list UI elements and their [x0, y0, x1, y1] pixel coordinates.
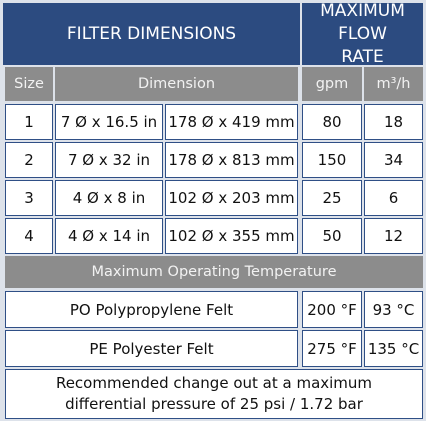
flow-title: MAXIMUM FLOW RATE: [302, 1, 423, 67]
table-cell: 102 Ø x 355 mm: [165, 218, 298, 254]
table-cell: 6: [364, 180, 423, 216]
temperature-cell: 200 °F: [302, 291, 362, 328]
temperature-cell: PE Polyester Felt: [5, 330, 298, 367]
column-header: gpm: [302, 67, 362, 101]
table-cell: 3: [5, 180, 53, 216]
temperature-cell: 275 °F: [302, 330, 362, 367]
table-cell: 1: [5, 104, 53, 140]
table-cell: 2: [5, 142, 53, 178]
table-cell: 50: [302, 218, 362, 254]
column-header: Dimension: [55, 67, 298, 101]
table-cell: 4: [5, 218, 53, 254]
column-header: m³/h: [364, 67, 423, 101]
table-cell: 25: [302, 180, 362, 216]
table-cell: 178 Ø x 813 mm: [165, 142, 298, 178]
footnote: Recommended change out at a maximum diff…: [5, 369, 423, 419]
column-header: Size: [5, 67, 53, 101]
header-title: FILTER DIMENSIONS: [3, 3, 300, 65]
table-cell: 80: [302, 104, 362, 140]
table-cell: 18: [364, 104, 423, 140]
table-cell: 178 Ø x 419 mm: [165, 104, 298, 140]
table-cell: 12: [364, 218, 423, 254]
table-cell: 34: [364, 142, 423, 178]
table-cell: 102 Ø x 203 mm: [165, 180, 298, 216]
table-cell: 7 Ø x 32 in: [55, 142, 163, 178]
temperature-cell: PO Polypropylene Felt: [5, 291, 298, 328]
temperature-cell: 135 °C: [364, 330, 423, 367]
table-cell: 4 Ø x 8 in: [55, 180, 163, 216]
table-cell: 7 Ø x 16.5 in: [55, 104, 163, 140]
temperature-title: Maximum Operating Temperature: [5, 256, 423, 288]
table-cell: 4 Ø x 14 in: [55, 218, 163, 254]
table-cell: 150: [302, 142, 362, 178]
temperature-cell: 93 °C: [364, 291, 423, 328]
